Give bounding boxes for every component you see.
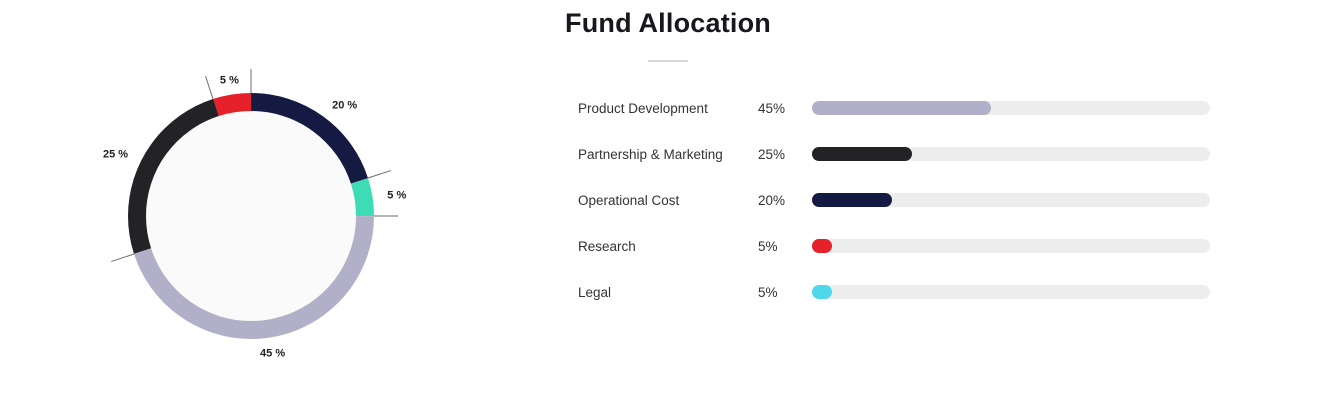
allocation-legend: Product Development 45% Partnership & Mark… [578, 85, 1210, 315]
legend-bar-fill [812, 285, 832, 299]
legend-percent: 25% [758, 146, 786, 162]
legend-bar-fill [812, 147, 912, 161]
slice-tick [367, 170, 391, 179]
slice-label: 5 % [220, 75, 239, 87]
slice-label: 45 % [260, 347, 285, 359]
legend-bar-track [812, 285, 1210, 299]
donut-segment [128, 93, 374, 339]
donut-chart: 20 % 5 % 45 % 25 % 5 % [103, 69, 406, 359]
donut-hole [146, 111, 356, 321]
page-title: Fund Allocation [565, 8, 771, 38]
legend-label: Operational Cost [578, 192, 680, 208]
slice-tick [205, 76, 214, 100]
donut-segment [128, 93, 374, 339]
legend-label: Partnership & Marketing [578, 146, 723, 162]
legend-bar-track [812, 147, 1210, 161]
slice-label: 5 % [387, 189, 406, 201]
legend-percent: 20% [758, 192, 786, 208]
legend-row: Operational Cost 20% [578, 177, 1210, 223]
legend-bar-fill [812, 101, 992, 115]
legend-bar-track [812, 239, 1210, 253]
legend-label: Legal [578, 284, 612, 300]
donut-chart-area: 20 % 5 % 45 % 25 % 5 % [71, 36, 431, 396]
slice-label: 20 % [332, 99, 357, 111]
legend-row: Legal 5% [578, 269, 1210, 315]
legend-percent: 5% [758, 238, 778, 254]
legend-row: Partnership & Marketing 25% [578, 131, 1210, 177]
legend-bar-track [812, 101, 1210, 115]
slice-tick [111, 253, 135, 262]
legend-row: Research 5% [578, 223, 1210, 269]
legend-label: Product Development [578, 100, 708, 116]
legend-bar-track [812, 193, 1210, 207]
title-underline [648, 60, 688, 62]
slice-label: 25 % [103, 148, 128, 160]
legend-label: Research [578, 238, 636, 254]
legend-bar-fill [812, 239, 832, 253]
donut-segment [128, 93, 374, 339]
legend-row: Product Development 45% [578, 85, 1210, 131]
legend-percent: 5% [758, 284, 778, 300]
legend-bar-fill [812, 193, 892, 207]
legend-percent: 45% [758, 100, 786, 116]
donut-segment [128, 93, 374, 339]
